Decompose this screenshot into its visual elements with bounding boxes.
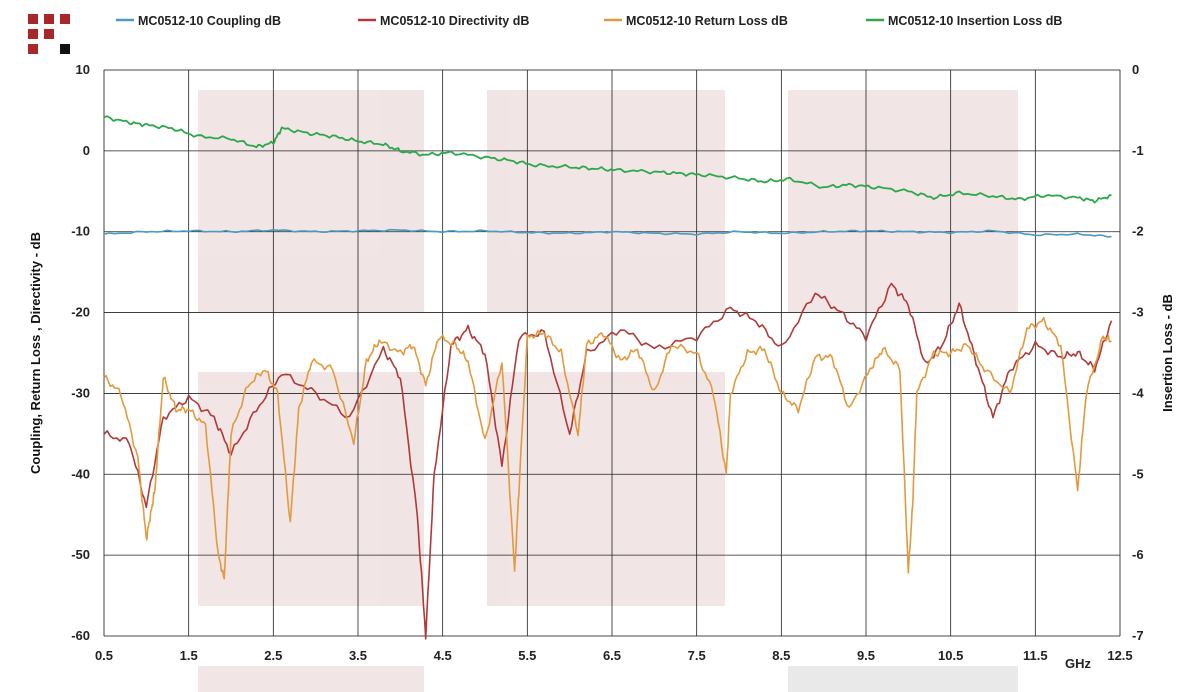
y-left-axis-title: Coupling, Return Loss , Directivity - dB [28,232,43,474]
y-left-tick-label: -20 [71,305,90,320]
legend: MC0512-10 Coupling dB MC0512-10 Directivi… [116,14,1062,28]
x-tick-label: 0.5 [95,648,113,663]
y-right-tick-label: -2 [1132,224,1144,239]
y-right-tick-label: -1 [1132,143,1144,158]
x-tick-label: 6.5 [603,648,621,663]
y-left-tick-label: -50 [71,547,90,562]
series-line-1 [103,228,1112,238]
x-tick-label: 5.5 [518,648,536,663]
legend-label: MC0512-10 Coupling dB [138,14,281,28]
y-left-tick-label: -60 [71,628,90,643]
x-tick-label: 4.5 [434,648,452,663]
x-axis-unit: GHz [1065,656,1092,671]
series-line-4 [103,115,1112,204]
y-left-tick-label: -10 [71,224,90,239]
y-left-tick-label: 10 [76,62,90,77]
logo-icon [28,14,70,54]
y-left-tick-label: 0 [83,143,90,158]
series-line-2 [103,282,1113,640]
x-tick-label: 11.5 [1023,648,1048,663]
x-tick-label: 9.5 [857,648,875,663]
x-tick-label: 1.5 [180,648,198,663]
series-line-3 [103,316,1112,580]
x-tick-label: 12.5 [1107,648,1132,663]
legend-label: MC0512-10 Return Loss dB [626,14,788,28]
y-left-tick-label: -30 [71,385,90,400]
x-tick-label: 2.5 [264,648,282,663]
y-right-tick-label: -4 [1132,385,1144,400]
legend-label: MC0512-10 Directivity dB [380,14,529,28]
y-right-axis-title: Insertion Loss - dB [1160,294,1175,412]
y-right-tick-label: -7 [1132,628,1144,643]
axes: 10 0 -10 -20 -30 -40 -50 -60 0 -1 -2 -3 -4 -5 -6 -7 0.5 1… [28,62,1175,671]
y-right-tick-label: 0 [1132,62,1139,77]
y-right-tick-label: -5 [1132,466,1144,481]
x-tick-label: 3.5 [349,648,367,663]
y-right-tick-label: -3 [1132,305,1144,320]
y-right-tick-label: -6 [1132,547,1144,562]
x-tick-label: 8.5 [772,648,790,663]
x-tick-label: 7.5 [688,648,706,663]
background-watermark [198,90,1018,692]
legend-label: MC0512-10 Insertion Loss dB [888,14,1062,28]
series-layer [103,115,1113,640]
x-tick-label: 10.5 [938,648,963,663]
y-left-tick-label: -40 [71,466,90,481]
